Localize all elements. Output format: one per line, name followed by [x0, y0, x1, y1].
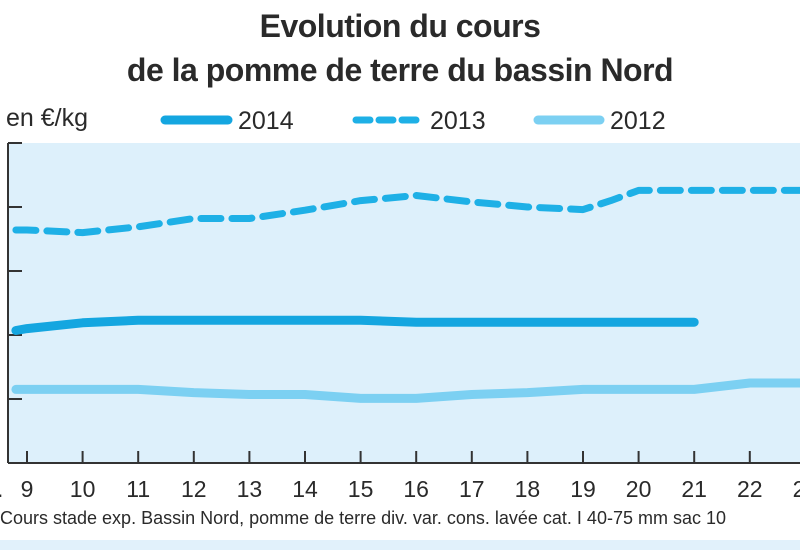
x-tick-label: 21	[681, 476, 707, 502]
x-tick-labels: 9 10 11 12 13 14 15 16 17 18 19 20 21 22 23.	[0, 476, 800, 502]
series-line-2014	[11, 315, 699, 335]
x-tick-label: 17	[459, 476, 485, 502]
x-tick-label-partial: .	[0, 476, 3, 502]
footnote: Cours stade exp. Bassin Nord, pomme de t…	[0, 508, 726, 528]
x-tick-label: 22	[737, 476, 763, 502]
x-tick-label: 20	[626, 476, 652, 502]
chart-title-line2: de la pomme de terre du bassin Nord	[126, 52, 674, 88]
x-tick-label: 12	[181, 476, 207, 502]
series-line-2012	[11, 378, 800, 403]
axes	[7, 142, 800, 464]
x-tick-label: 10	[70, 476, 96, 502]
x-tick-label: 19	[570, 476, 596, 502]
legend-label-2012: 2012	[610, 107, 666, 135]
legend-label-2014: 2014	[238, 107, 294, 135]
x-tick-label: 23	[793, 476, 800, 502]
x-tick-label: 9	[21, 476, 34, 502]
legend: 2014 2013 2012	[160, 107, 666, 135]
x-tick-label: 15	[348, 476, 374, 502]
series-layer	[11, 186, 800, 403]
legend-label-2013: 2013	[430, 107, 486, 135]
x-tick-label: 13	[237, 476, 263, 502]
y-axis-unit-label: en €/kg	[6, 104, 89, 132]
footer-bar	[0, 540, 800, 550]
x-tick-label: 11	[126, 476, 150, 502]
chart-title-line1: Evolution du cours	[259, 8, 541, 44]
x-tick-label: 18	[515, 476, 541, 502]
series-line-2013	[12, 186, 800, 237]
x-tick-label: 14	[292, 476, 318, 502]
x-tick-label: 16	[403, 476, 429, 502]
